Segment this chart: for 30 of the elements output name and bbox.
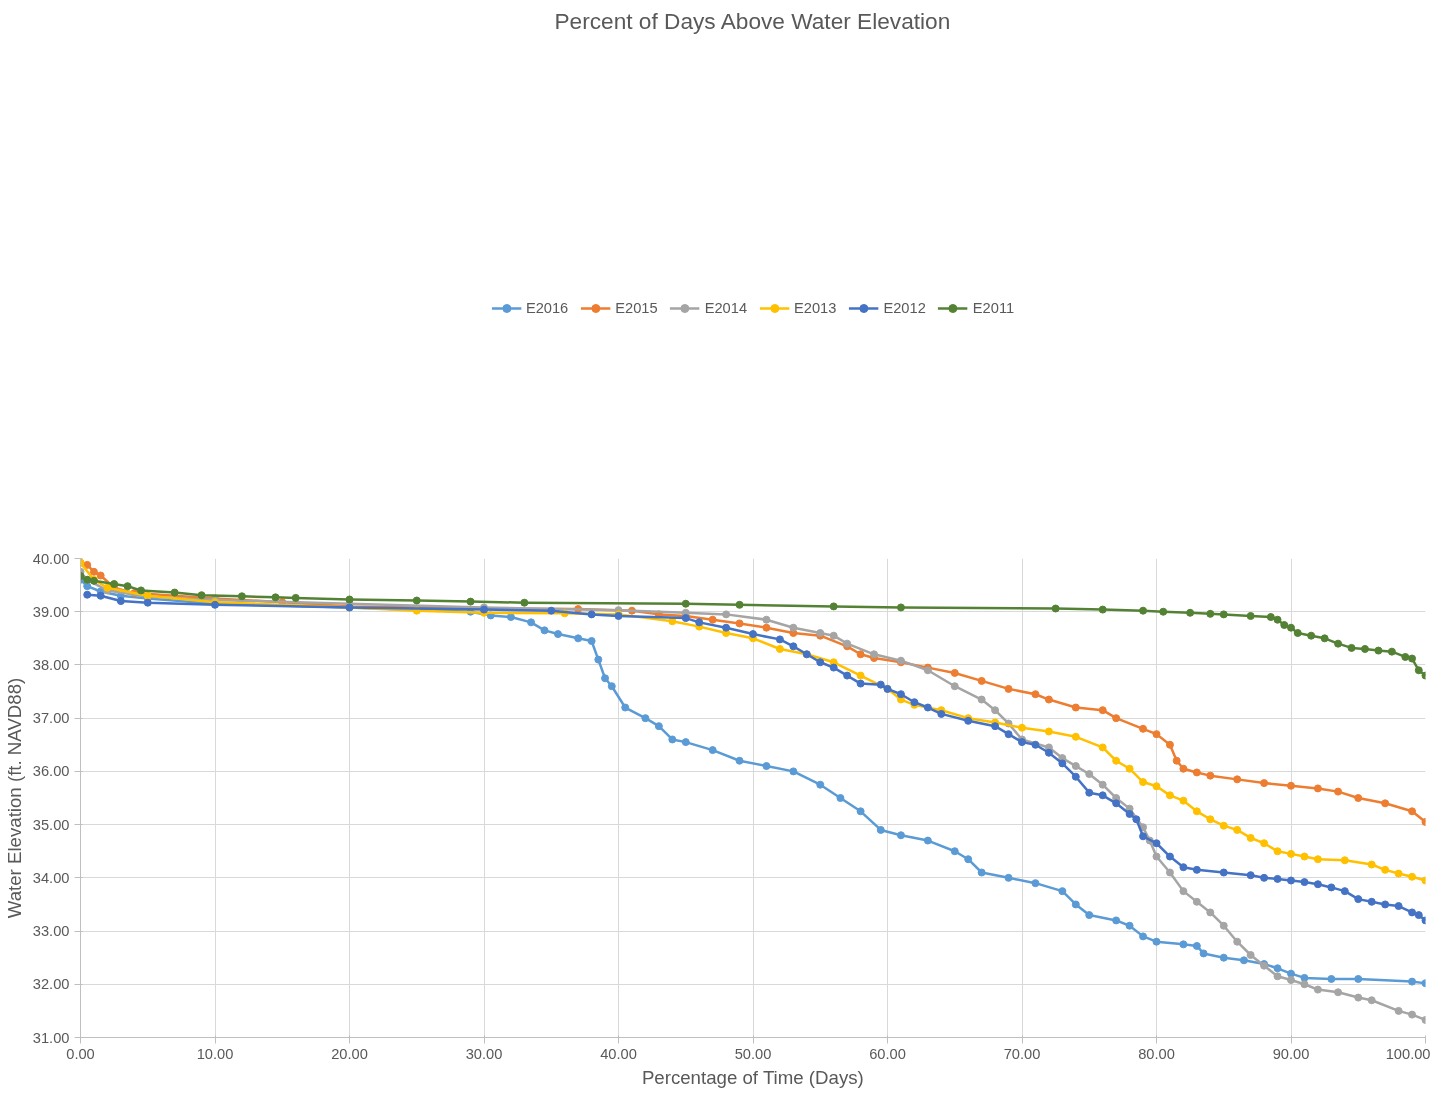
y-tick-label: 34.00 xyxy=(32,869,70,886)
x-tick-label: 40.00 xyxy=(600,1045,637,1062)
y-tick-label: 39.00 xyxy=(32,603,70,620)
y-tick-label: 32.00 xyxy=(32,976,70,993)
legend-label: E2015 xyxy=(615,300,658,316)
x-tick-label: 10.00 xyxy=(196,1045,234,1062)
legend-label: E2011 xyxy=(972,300,1015,316)
y-axis-title: Water Elevation (ft. NAVD88) xyxy=(3,677,25,919)
x-tick-label: 0.00 xyxy=(66,1045,95,1062)
x-axis-title: Percentage of Time (Days) xyxy=(641,1066,864,1088)
x-tick-label: 30.00 xyxy=(465,1045,503,1062)
x-tick-label: 50.00 xyxy=(734,1045,772,1062)
legend-label: E2016 xyxy=(525,300,569,316)
legend-label: E2012 xyxy=(883,300,926,316)
chart-title: Percent of Days Above Water Elevation xyxy=(554,7,951,34)
y-tick-label: 38.00 xyxy=(32,656,70,673)
x-tick-label: 70.00 xyxy=(1003,1045,1041,1062)
y-tick-label: 36.00 xyxy=(32,763,70,780)
x-tick-label: 100.00 xyxy=(1385,1045,1431,1062)
x-tick-label: 20.00 xyxy=(331,1045,368,1062)
y-tick-label: 35.00 xyxy=(32,816,70,833)
y-tick-label: 31.00 xyxy=(32,1029,70,1046)
y-tick-label: 33.00 xyxy=(32,923,70,940)
legend-label: E2014 xyxy=(704,300,748,316)
x-tick-label: 90.00 xyxy=(1272,1045,1310,1062)
x-tick-label: 60.00 xyxy=(869,1045,906,1062)
y-tick-label: 37.00 xyxy=(32,710,70,727)
x-tick-label: 80.00 xyxy=(1138,1045,1175,1062)
legend-label: E2013 xyxy=(794,300,837,316)
y-tick-label: 40.00 xyxy=(32,550,70,567)
